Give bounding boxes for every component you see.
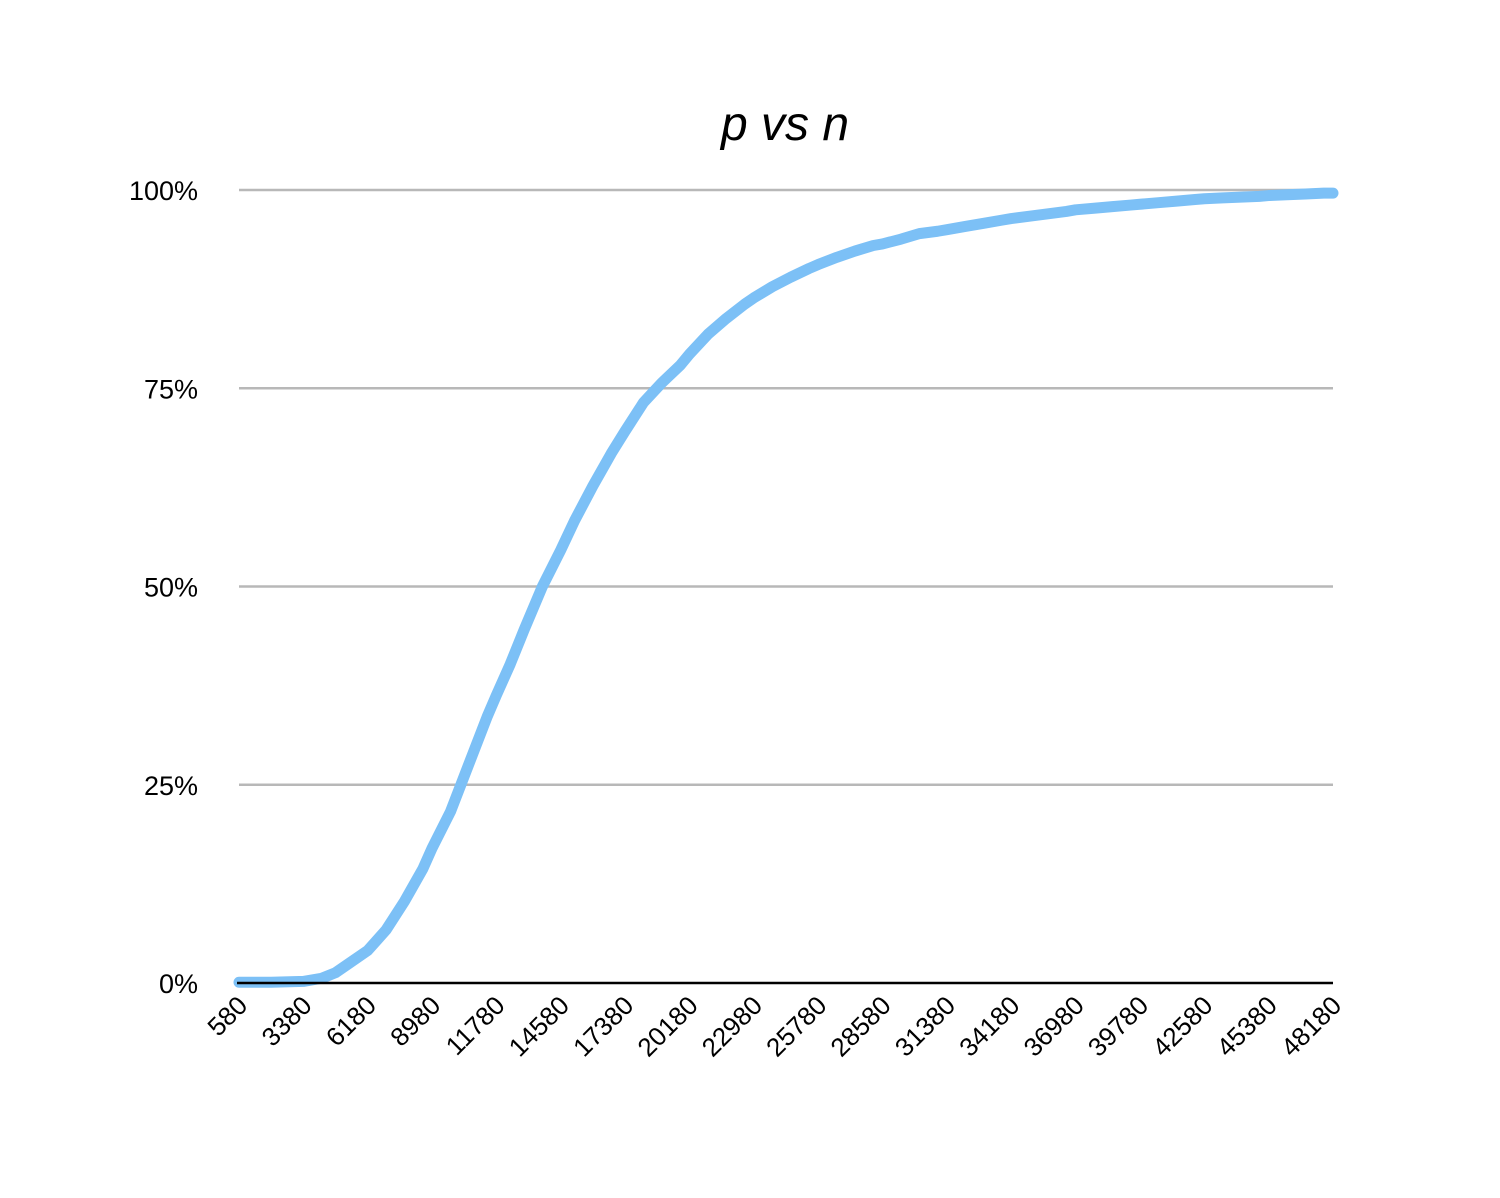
x-tick-label: 580 xyxy=(201,990,253,1042)
x-tick-label: 8980 xyxy=(384,990,446,1052)
y-tick-label: 50% xyxy=(144,573,198,603)
x-tick-label: 48180 xyxy=(1275,990,1347,1062)
x-tick-label: 34180 xyxy=(953,990,1025,1062)
y-tick-label: 0% xyxy=(159,969,198,999)
x-tick-label: 28580 xyxy=(824,990,896,1062)
y-tick-label: 25% xyxy=(144,771,198,801)
y-tick-label: 75% xyxy=(144,374,198,404)
x-tick-label: 39780 xyxy=(1082,990,1154,1062)
x-tick-label: 22980 xyxy=(696,990,768,1062)
gridlines xyxy=(239,188,1333,786)
x-tick-label: 17380 xyxy=(567,990,639,1062)
x-tick-label: 11780 xyxy=(440,990,511,1061)
y-axis-ticks: 0% 25% 50% 75% 100% xyxy=(129,176,198,999)
x-tick-label: 42580 xyxy=(1146,990,1218,1062)
series-line-0 xyxy=(233,187,1339,988)
y-tick-label: 100% xyxy=(129,176,198,206)
x-tick-label: 45380 xyxy=(1211,990,1283,1062)
x-tick-label: 31380 xyxy=(889,990,961,1062)
x-tick-label: 3380 xyxy=(255,990,317,1052)
x-tick-label: 14580 xyxy=(503,990,575,1062)
x-axis-ticks: 580 3380 6180 89801178014580173802018022980… xyxy=(201,990,1347,1062)
chart-title: p vs n xyxy=(719,98,849,151)
series-group xyxy=(233,187,1339,988)
x-tick-label: 20180 xyxy=(631,990,703,1062)
x-tick-label: 25780 xyxy=(760,990,832,1062)
x-tick-label: 6180 xyxy=(320,990,382,1052)
x-tick-label: 36980 xyxy=(1017,990,1089,1062)
